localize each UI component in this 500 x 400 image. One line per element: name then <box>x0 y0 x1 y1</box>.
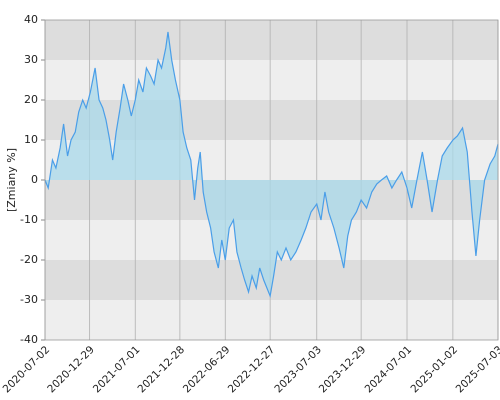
area <box>45 32 498 296</box>
x-tick-label: 2020-12-29 <box>45 344 97 396</box>
y-tick-label: -30 <box>20 293 38 306</box>
x-tick-label: 2024-07-01 <box>363 344 415 396</box>
y-tick-label: 20 <box>24 93 38 106</box>
plot-border <box>44 19 499 341</box>
x-tick-label: 2022-12-27 <box>226 344 278 396</box>
grid-band <box>45 20 498 60</box>
y-tick-label: -40 <box>20 333 38 346</box>
y-tick-label: -10 <box>20 213 38 226</box>
line <box>44 31 499 299</box>
x-tick-label: 2023-12-29 <box>317 344 369 396</box>
y-tick-label: 40 <box>24 13 38 26</box>
y-tick-label: 30 <box>24 53 38 66</box>
x-tick-label: 2020-07-02 <box>1 344 53 396</box>
x-tick-label: 2025-07-03 <box>454 344 500 396</box>
x-tick-label: 2021-07-01 <box>91 344 143 396</box>
y-tick-label: 10 <box>24 133 38 146</box>
grid-band <box>45 300 498 340</box>
y-tick-label: -20 <box>20 253 38 266</box>
x-tick-label: 2025-01-02 <box>408 344 460 396</box>
grid-band <box>45 60 498 100</box>
y-axis-label: [Zmiany %] <box>5 148 18 212</box>
y-tick-label: 0 <box>31 173 38 186</box>
x-tick-label: 2022-06-29 <box>181 344 233 396</box>
grid-band <box>45 100 498 140</box>
x-tick-label: 2021-12-28 <box>135 344 187 396</box>
